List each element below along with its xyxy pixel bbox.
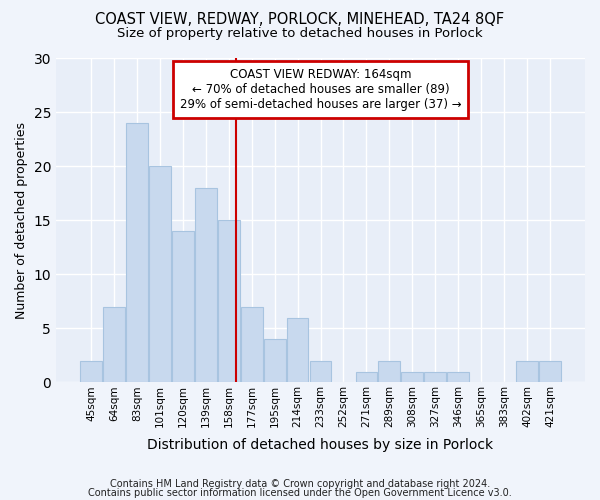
Bar xyxy=(516,361,538,382)
Bar xyxy=(195,188,217,382)
Bar xyxy=(126,123,148,382)
Text: COAST VIEW REDWAY: 164sqm
← 70% of detached houses are smaller (89)
29% of semi-: COAST VIEW REDWAY: 164sqm ← 70% of detac… xyxy=(180,68,461,110)
Y-axis label: Number of detached properties: Number of detached properties xyxy=(15,122,28,318)
Bar xyxy=(448,372,469,382)
Bar xyxy=(379,361,400,382)
Bar xyxy=(103,307,125,382)
Text: Contains HM Land Registry data © Crown copyright and database right 2024.: Contains HM Land Registry data © Crown c… xyxy=(110,479,490,489)
Text: Size of property relative to detached houses in Porlock: Size of property relative to detached ho… xyxy=(117,28,483,40)
X-axis label: Distribution of detached houses by size in Porlock: Distribution of detached houses by size … xyxy=(148,438,494,452)
Bar xyxy=(241,307,263,382)
Bar xyxy=(287,318,308,382)
Bar xyxy=(424,372,446,382)
Bar xyxy=(172,231,194,382)
Bar xyxy=(401,372,423,382)
Bar xyxy=(80,361,102,382)
Bar xyxy=(356,372,377,382)
Bar xyxy=(310,361,331,382)
Bar xyxy=(264,339,286,382)
Text: Contains public sector information licensed under the Open Government Licence v3: Contains public sector information licen… xyxy=(88,488,512,498)
Bar xyxy=(218,220,239,382)
Text: COAST VIEW, REDWAY, PORLOCK, MINEHEAD, TA24 8QF: COAST VIEW, REDWAY, PORLOCK, MINEHEAD, T… xyxy=(95,12,505,28)
Bar xyxy=(149,166,171,382)
Bar xyxy=(539,361,561,382)
